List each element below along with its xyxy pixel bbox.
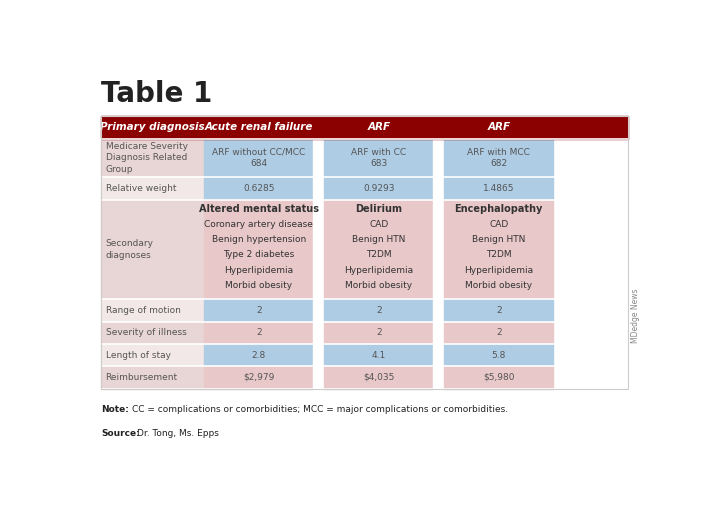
Bar [101, 138, 204, 177]
Text: MDedge News: MDedge News [631, 288, 640, 343]
Text: ARF without CC/MCC
684: ARF without CC/MCC 684 [212, 147, 305, 168]
Text: Medicare Severity
Diagnosis Related
Group: Medicare Severity Diagnosis Related Grou… [106, 142, 188, 174]
Text: Secondary
diagnoses: Secondary diagnoses [106, 239, 153, 260]
Bar [324, 177, 433, 200]
Bar [313, 366, 325, 389]
Bar [433, 366, 444, 389]
Text: 2: 2 [376, 328, 382, 337]
Text: 2: 2 [376, 306, 382, 315]
Text: Relative weight: Relative weight [106, 184, 176, 193]
Bar [101, 344, 204, 366]
Bar [444, 344, 553, 366]
Bar [444, 177, 553, 200]
Bar [324, 200, 433, 299]
Bar [313, 200, 325, 299]
Text: CAD: CAD [489, 220, 508, 229]
Text: Benign hypertension: Benign hypertension [212, 235, 306, 244]
Bar [313, 138, 325, 177]
Text: $4,035: $4,035 [363, 373, 395, 382]
Text: Source:: Source: [101, 429, 140, 438]
Bar [204, 177, 313, 200]
Text: ARF with CC
683: ARF with CC 683 [351, 148, 406, 167]
Bar [313, 344, 325, 366]
Text: Benign HTN: Benign HTN [472, 235, 526, 244]
Text: Note:: Note: [101, 405, 129, 414]
Text: Hyperlipidemia: Hyperlipidemia [344, 266, 413, 275]
Text: Morbid obesity: Morbid obesity [225, 281, 292, 290]
Text: CAD: CAD [369, 220, 388, 229]
Text: 4.1: 4.1 [372, 351, 386, 360]
Bar [204, 344, 313, 366]
Text: $2,979: $2,979 [243, 373, 274, 382]
Text: Hyperlipidemia: Hyperlipidemia [464, 266, 534, 275]
Text: 0.9293: 0.9293 [363, 184, 395, 193]
Text: Acute renal failure: Acute renal failure [204, 122, 313, 133]
Text: 2: 2 [256, 306, 261, 315]
Bar [313, 322, 325, 344]
Bar [101, 322, 204, 344]
Text: Severity of illness: Severity of illness [106, 328, 186, 337]
Text: 0.6285: 0.6285 [243, 184, 274, 193]
Text: CC = complications or comorbidities; MCC = major complications or comorbidities.: CC = complications or comorbidities; MCC… [132, 405, 508, 414]
Bar [444, 200, 553, 299]
Bar [324, 138, 433, 177]
Text: Reimbursement: Reimbursement [106, 373, 178, 382]
Text: 2: 2 [496, 328, 502, 337]
Text: $5,980: $5,980 [483, 373, 515, 382]
Bar [324, 299, 433, 322]
Bar [313, 177, 325, 200]
Bar [444, 322, 553, 344]
Text: Encephalopathy: Encephalopathy [454, 204, 543, 214]
Text: Primary diagnosis: Primary diagnosis [101, 122, 205, 133]
Bar [324, 322, 433, 344]
Text: Coronary artery disease: Coronary artery disease [204, 220, 313, 229]
Bar [324, 366, 433, 389]
Bar [101, 116, 629, 389]
Text: Morbid obesity: Morbid obesity [345, 281, 413, 290]
Text: 5.8: 5.8 [492, 351, 506, 360]
Bar [204, 299, 313, 322]
Bar [101, 299, 204, 322]
Text: Dr. Tong, Ms. Epps: Dr. Tong, Ms. Epps [138, 429, 220, 438]
Text: Delirium: Delirium [355, 204, 402, 214]
Bar [101, 366, 204, 389]
Bar [433, 200, 444, 299]
Bar [444, 366, 553, 389]
Bar [101, 116, 629, 138]
Text: Table 1: Table 1 [101, 80, 212, 108]
Text: Benign HTN: Benign HTN [352, 235, 405, 244]
Bar [433, 138, 444, 177]
Bar [433, 177, 444, 200]
Bar [101, 200, 204, 299]
Text: Type 2 diabetes: Type 2 diabetes [223, 250, 294, 259]
Bar [444, 299, 553, 322]
Bar [204, 322, 313, 344]
Text: T2DM: T2DM [486, 250, 511, 259]
Text: Length of stay: Length of stay [106, 351, 171, 360]
Text: ARF: ARF [367, 122, 390, 133]
Bar [433, 322, 444, 344]
Text: 2: 2 [256, 328, 261, 337]
Bar [204, 138, 313, 177]
Bar [204, 200, 313, 299]
Text: ARF with MCC
682: ARF with MCC 682 [467, 148, 530, 167]
Bar [444, 138, 553, 177]
Text: 2.8: 2.8 [252, 351, 266, 360]
Text: ARF: ARF [487, 122, 510, 133]
Text: T2DM: T2DM [366, 250, 392, 259]
Bar [324, 344, 433, 366]
Text: Morbid obesity: Morbid obesity [465, 281, 532, 290]
Bar [204, 366, 313, 389]
Text: 2: 2 [496, 306, 502, 315]
Bar [433, 299, 444, 322]
Text: Altered mental status: Altered mental status [199, 204, 319, 214]
Text: Hyperlipidemia: Hyperlipidemia [224, 266, 293, 275]
Text: Range of motion: Range of motion [106, 306, 181, 315]
Bar [313, 299, 325, 322]
Text: 1.4865: 1.4865 [483, 184, 515, 193]
Bar [101, 177, 204, 200]
Bar [433, 344, 444, 366]
